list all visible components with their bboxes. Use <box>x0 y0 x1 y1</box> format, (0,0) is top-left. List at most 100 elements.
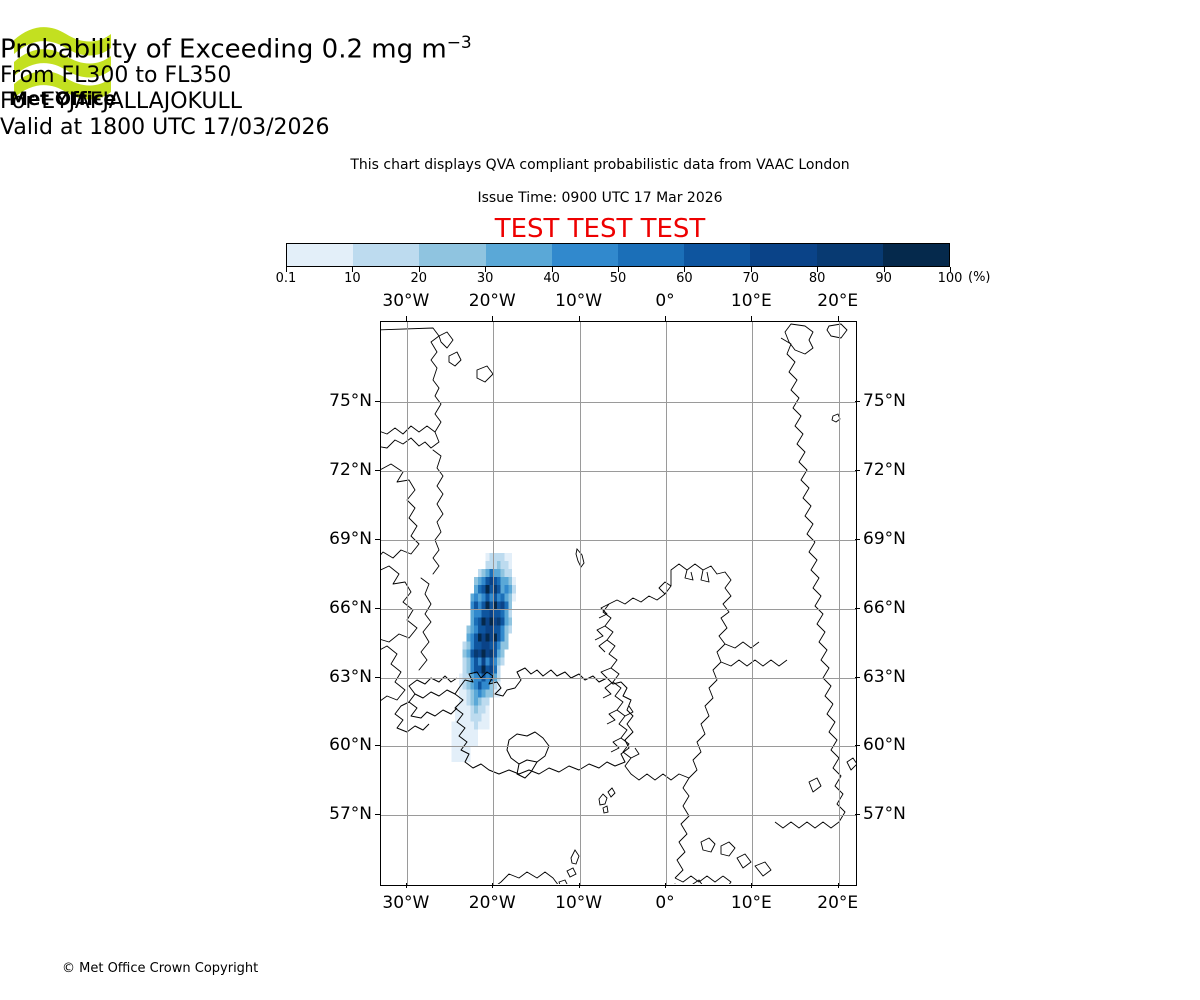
plume-cell <box>500 633 505 642</box>
plume-cell <box>477 665 482 674</box>
plume-cell <box>455 713 459 722</box>
plume-cell <box>451 737 456 746</box>
plume-cell <box>481 609 486 618</box>
plume-cell <box>474 713 478 722</box>
plume-cell <box>462 721 467 730</box>
plume-cell <box>485 633 490 642</box>
plume-cell <box>466 625 471 634</box>
colorbar-tick <box>418 267 420 272</box>
plume-cell <box>493 641 497 650</box>
plume-cell <box>508 601 513 610</box>
plume-cell <box>500 641 505 650</box>
longitude-label-bottom: 20°E <box>817 893 859 913</box>
longitude-label-top: 10°W <box>555 291 603 311</box>
plume-cell <box>496 553 501 562</box>
plume-cell <box>477 601 482 610</box>
plume-cell <box>493 609 497 618</box>
issue-time: Issue Time: 0900 UTC 17 Mar 2026 <box>477 190 723 206</box>
plume-cell <box>489 553 494 562</box>
plume-cell <box>477 617 482 626</box>
colorbar-tick-label: 0.1 <box>275 271 297 286</box>
plume-cell <box>500 617 505 626</box>
plume-cell <box>493 577 497 586</box>
plume-cell <box>485 689 490 698</box>
plume-cell <box>474 593 478 602</box>
plume-cell <box>466 753 471 762</box>
plume-cell <box>462 681 467 690</box>
plume-cell <box>466 633 471 642</box>
plume-cell <box>500 649 505 658</box>
plume-cell <box>474 609 478 618</box>
latitude-label-left: 72°N <box>329 460 372 481</box>
plume-cell <box>466 729 471 738</box>
plume-cell <box>496 593 501 602</box>
plume-cell <box>485 577 490 586</box>
plume-cell <box>500 625 505 634</box>
plume-cell <box>455 737 459 746</box>
plume-cell <box>481 625 486 634</box>
latitude-label-right: 69°N <box>863 528 906 549</box>
longitude-label-bottom: 30°W <box>382 893 430 913</box>
plume-cell <box>481 617 486 626</box>
plume-cell <box>481 665 486 674</box>
plume-cell <box>474 689 478 698</box>
plume-cell <box>512 577 516 586</box>
longitude-tickmark <box>751 883 753 888</box>
plume-cell <box>470 609 475 618</box>
plume-cell <box>466 745 471 754</box>
plume-cell <box>481 649 486 658</box>
longitude-tickmark <box>751 316 753 321</box>
plume-cell <box>508 553 513 562</box>
colorbar-tick-label: 40 <box>543 271 560 286</box>
plume-cell <box>474 681 478 690</box>
plume-cell <box>474 617 478 626</box>
plume-cell <box>462 713 467 722</box>
plume-cell <box>462 649 467 658</box>
plume-cell <box>493 561 497 570</box>
plume-cell <box>489 681 494 690</box>
latitude-tickmark <box>375 538 380 540</box>
plume-cell <box>489 601 494 610</box>
met-office-logo-text: Met Office <box>9 88 116 110</box>
plume-cell <box>470 697 475 706</box>
plume-cell <box>493 625 497 634</box>
plume-cell <box>508 617 513 626</box>
colorbar-tick-label: 50 <box>609 271 627 286</box>
plume-cell <box>496 633 501 642</box>
plume-cell <box>496 609 501 618</box>
longitude-label-top: 10°E <box>730 291 772 311</box>
plume-cell <box>485 585 490 594</box>
plume-cell <box>466 689 471 698</box>
plume-cell <box>504 585 509 594</box>
plume-cell <box>481 633 486 642</box>
plume-cell <box>451 753 456 762</box>
plume-cell <box>489 633 494 642</box>
plume-cell <box>485 593 490 602</box>
plume-cell <box>504 609 509 618</box>
plume-cell <box>489 617 494 626</box>
plume-cell <box>489 609 494 618</box>
plume-cell <box>466 657 471 666</box>
plume-cell <box>508 569 513 578</box>
plume-cell <box>477 649 482 658</box>
plume-cell <box>489 689 494 698</box>
latitude-gridline <box>381 402 856 404</box>
plume-cell <box>477 585 482 594</box>
plume-cell <box>508 561 513 570</box>
plume-cell <box>496 601 501 610</box>
latitude-label-left: 75°N <box>329 391 372 412</box>
plume-cell <box>462 657 467 666</box>
longitude-gridline <box>406 322 408 885</box>
colorbar-segment <box>353 244 420 266</box>
colorbar-segment <box>485 244 552 266</box>
plume-cell <box>489 665 494 674</box>
colorbar-tick <box>950 267 951 272</box>
plume-cell <box>500 657 505 666</box>
plume-cell <box>462 737 467 746</box>
latitude-tickmark <box>375 401 380 403</box>
latitude-gridline <box>381 471 856 473</box>
plume-cell <box>500 577 505 586</box>
plume-cell <box>462 753 467 762</box>
plume-cell <box>474 729 478 738</box>
plume-cell <box>485 681 490 690</box>
